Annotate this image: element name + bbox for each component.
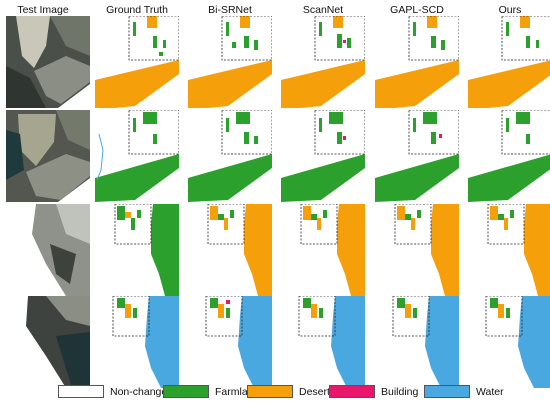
column-header-ground-truth: Ground Truth (106, 4, 168, 16)
ground-truth-row-4 (95, 296, 179, 388)
legend-item-building: Building (329, 385, 418, 398)
scannet-row-3 (281, 204, 365, 296)
scannet-row-1 (281, 16, 365, 108)
legend-label-water: Water (476, 385, 504, 398)
bi-srnet-row-1 (188, 16, 272, 108)
legend-swatch-non-change (58, 385, 104, 398)
legend-swatch-desert (247, 385, 293, 398)
ground-truth-row-1 (95, 16, 179, 108)
legend-swatch-building (329, 385, 375, 398)
legend-item-desert: Desert (247, 385, 330, 398)
test-image-row-3 (6, 204, 90, 296)
ground-truth-row-2 (95, 110, 179, 202)
ours-row-1 (468, 16, 550, 108)
ours-row-2 (468, 110, 550, 202)
scannet-row-4 (281, 296, 365, 388)
legend-label-non-change: Non-change (110, 385, 168, 398)
ours-row-3 (468, 204, 550, 296)
bi-srnet-row-2 (188, 110, 272, 202)
test-image-row-1 (6, 16, 90, 108)
column-header-scannet: ScanNet (302, 4, 344, 16)
scannet-row-2 (281, 110, 365, 202)
legend-swatch-water (424, 385, 470, 398)
ground-truth-row-3 (95, 204, 179, 296)
legend-label-desert: Desert (299, 385, 330, 398)
test-image-row-4 (6, 296, 90, 388)
gapl-scd-row-3 (375, 204, 459, 296)
legend: Non-change Farmland Desert Building Wate… (0, 383, 550, 405)
bi-srnet-row-3 (188, 204, 272, 296)
gapl-scd-row-2 (375, 110, 459, 202)
gapl-scd-row-4 (375, 296, 459, 388)
column-header-ours: Ours (498, 4, 522, 16)
legend-label-building: Building (381, 385, 419, 398)
legend-item-non-change: Non-change (58, 385, 167, 398)
test-image-row-2 (6, 110, 90, 202)
column-header-gapl-scd: GAPL-SCD (390, 4, 444, 16)
legend-swatch-farmland (163, 385, 209, 398)
legend-item-water: Water (424, 385, 504, 398)
column-header-bi-srnet: Bi-SRNet (208, 4, 252, 16)
legend-item-farmland: Farmland (163, 385, 259, 398)
gapl-scd-row-1 (375, 16, 459, 108)
ours-row-4 (468, 296, 550, 388)
bi-srnet-row-4 (188, 296, 272, 388)
column-header-test-image: Test Image (17, 4, 69, 16)
